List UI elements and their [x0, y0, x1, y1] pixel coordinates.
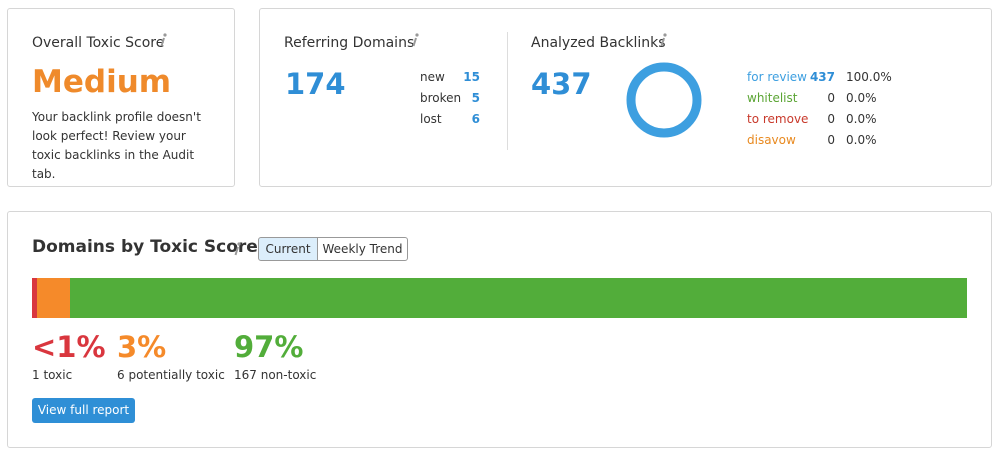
- donut-chart: [626, 62, 702, 138]
- row-count: 6: [471, 112, 480, 126]
- row-label: broken: [420, 91, 462, 105]
- card-title: Overall Toxic Score: [32, 35, 165, 51]
- tab[interactable]: Current: [258, 237, 318, 261]
- donut-arc: [626, 62, 702, 138]
- card-title: Analyzed Backlinks: [531, 35, 666, 51]
- toxic-description: Your backlink profile doesn't look perfe…: [32, 110, 201, 181]
- info-icon[interactable]: [158, 32, 168, 48]
- row-count: 0: [827, 133, 835, 147]
- row-label: to remove: [747, 112, 809, 126]
- segment-percent: 97%: [234, 330, 304, 364]
- row-label: whitelist: [747, 91, 798, 105]
- row-label: lost: [420, 112, 442, 126]
- backlinks-total: 437: [531, 67, 592, 101]
- info-icon[interactable]: [232, 241, 242, 257]
- segment-percent: <1%: [32, 330, 106, 364]
- row-count: 0: [827, 112, 835, 126]
- segment-caption: 1 toxic: [32, 368, 72, 382]
- bar-segment: [69, 278, 967, 318]
- toxic-score-card: [7, 8, 235, 187]
- row-count: 15: [463, 70, 480, 84]
- segment-caption: 167 non-toxic: [234, 368, 316, 382]
- referring-total: 174: [285, 67, 346, 101]
- toxic-bar: [32, 278, 967, 318]
- view-report-button[interactable]: View full report: [32, 398, 135, 423]
- card-title: Referring Domains: [284, 35, 415, 51]
- row-count: 437: [809, 70, 835, 84]
- row-percent: 0.0%: [846, 91, 877, 105]
- tab[interactable]: Weekly Trend: [317, 237, 408, 261]
- bar-segment: [32, 278, 38, 318]
- segment-label: toxic: [43, 368, 73, 382]
- row-count: 0: [827, 91, 835, 105]
- toxic-level: Medium: [32, 64, 172, 100]
- row-percent: 0.0%: [846, 133, 877, 147]
- info-icon[interactable]: [410, 32, 420, 48]
- divider: [507, 32, 508, 150]
- row-percent: 100.0%: [846, 70, 892, 84]
- segment-label: potentially toxic: [128, 368, 225, 382]
- row-label: for review: [747, 70, 807, 84]
- info-icon[interactable]: [658, 32, 668, 48]
- bar-segment: [37, 278, 70, 318]
- segment-caption: 6 potentially toxic: [117, 368, 225, 382]
- row-count: 5: [471, 91, 480, 105]
- segment-count: 1: [32, 368, 40, 382]
- domains-card: [7, 211, 992, 448]
- section-title: Domains by Toxic Score: [32, 237, 258, 257]
- segment-count: 6: [117, 368, 125, 382]
- segment-count: 167: [234, 368, 257, 382]
- stats-card: [259, 8, 992, 187]
- row-percent: 0.0%: [846, 112, 877, 126]
- segment-label: non-toxic: [260, 368, 317, 382]
- segment-percent: 3%: [117, 330, 167, 364]
- row-label: disavow: [747, 133, 796, 147]
- row-label: new: [420, 70, 445, 84]
